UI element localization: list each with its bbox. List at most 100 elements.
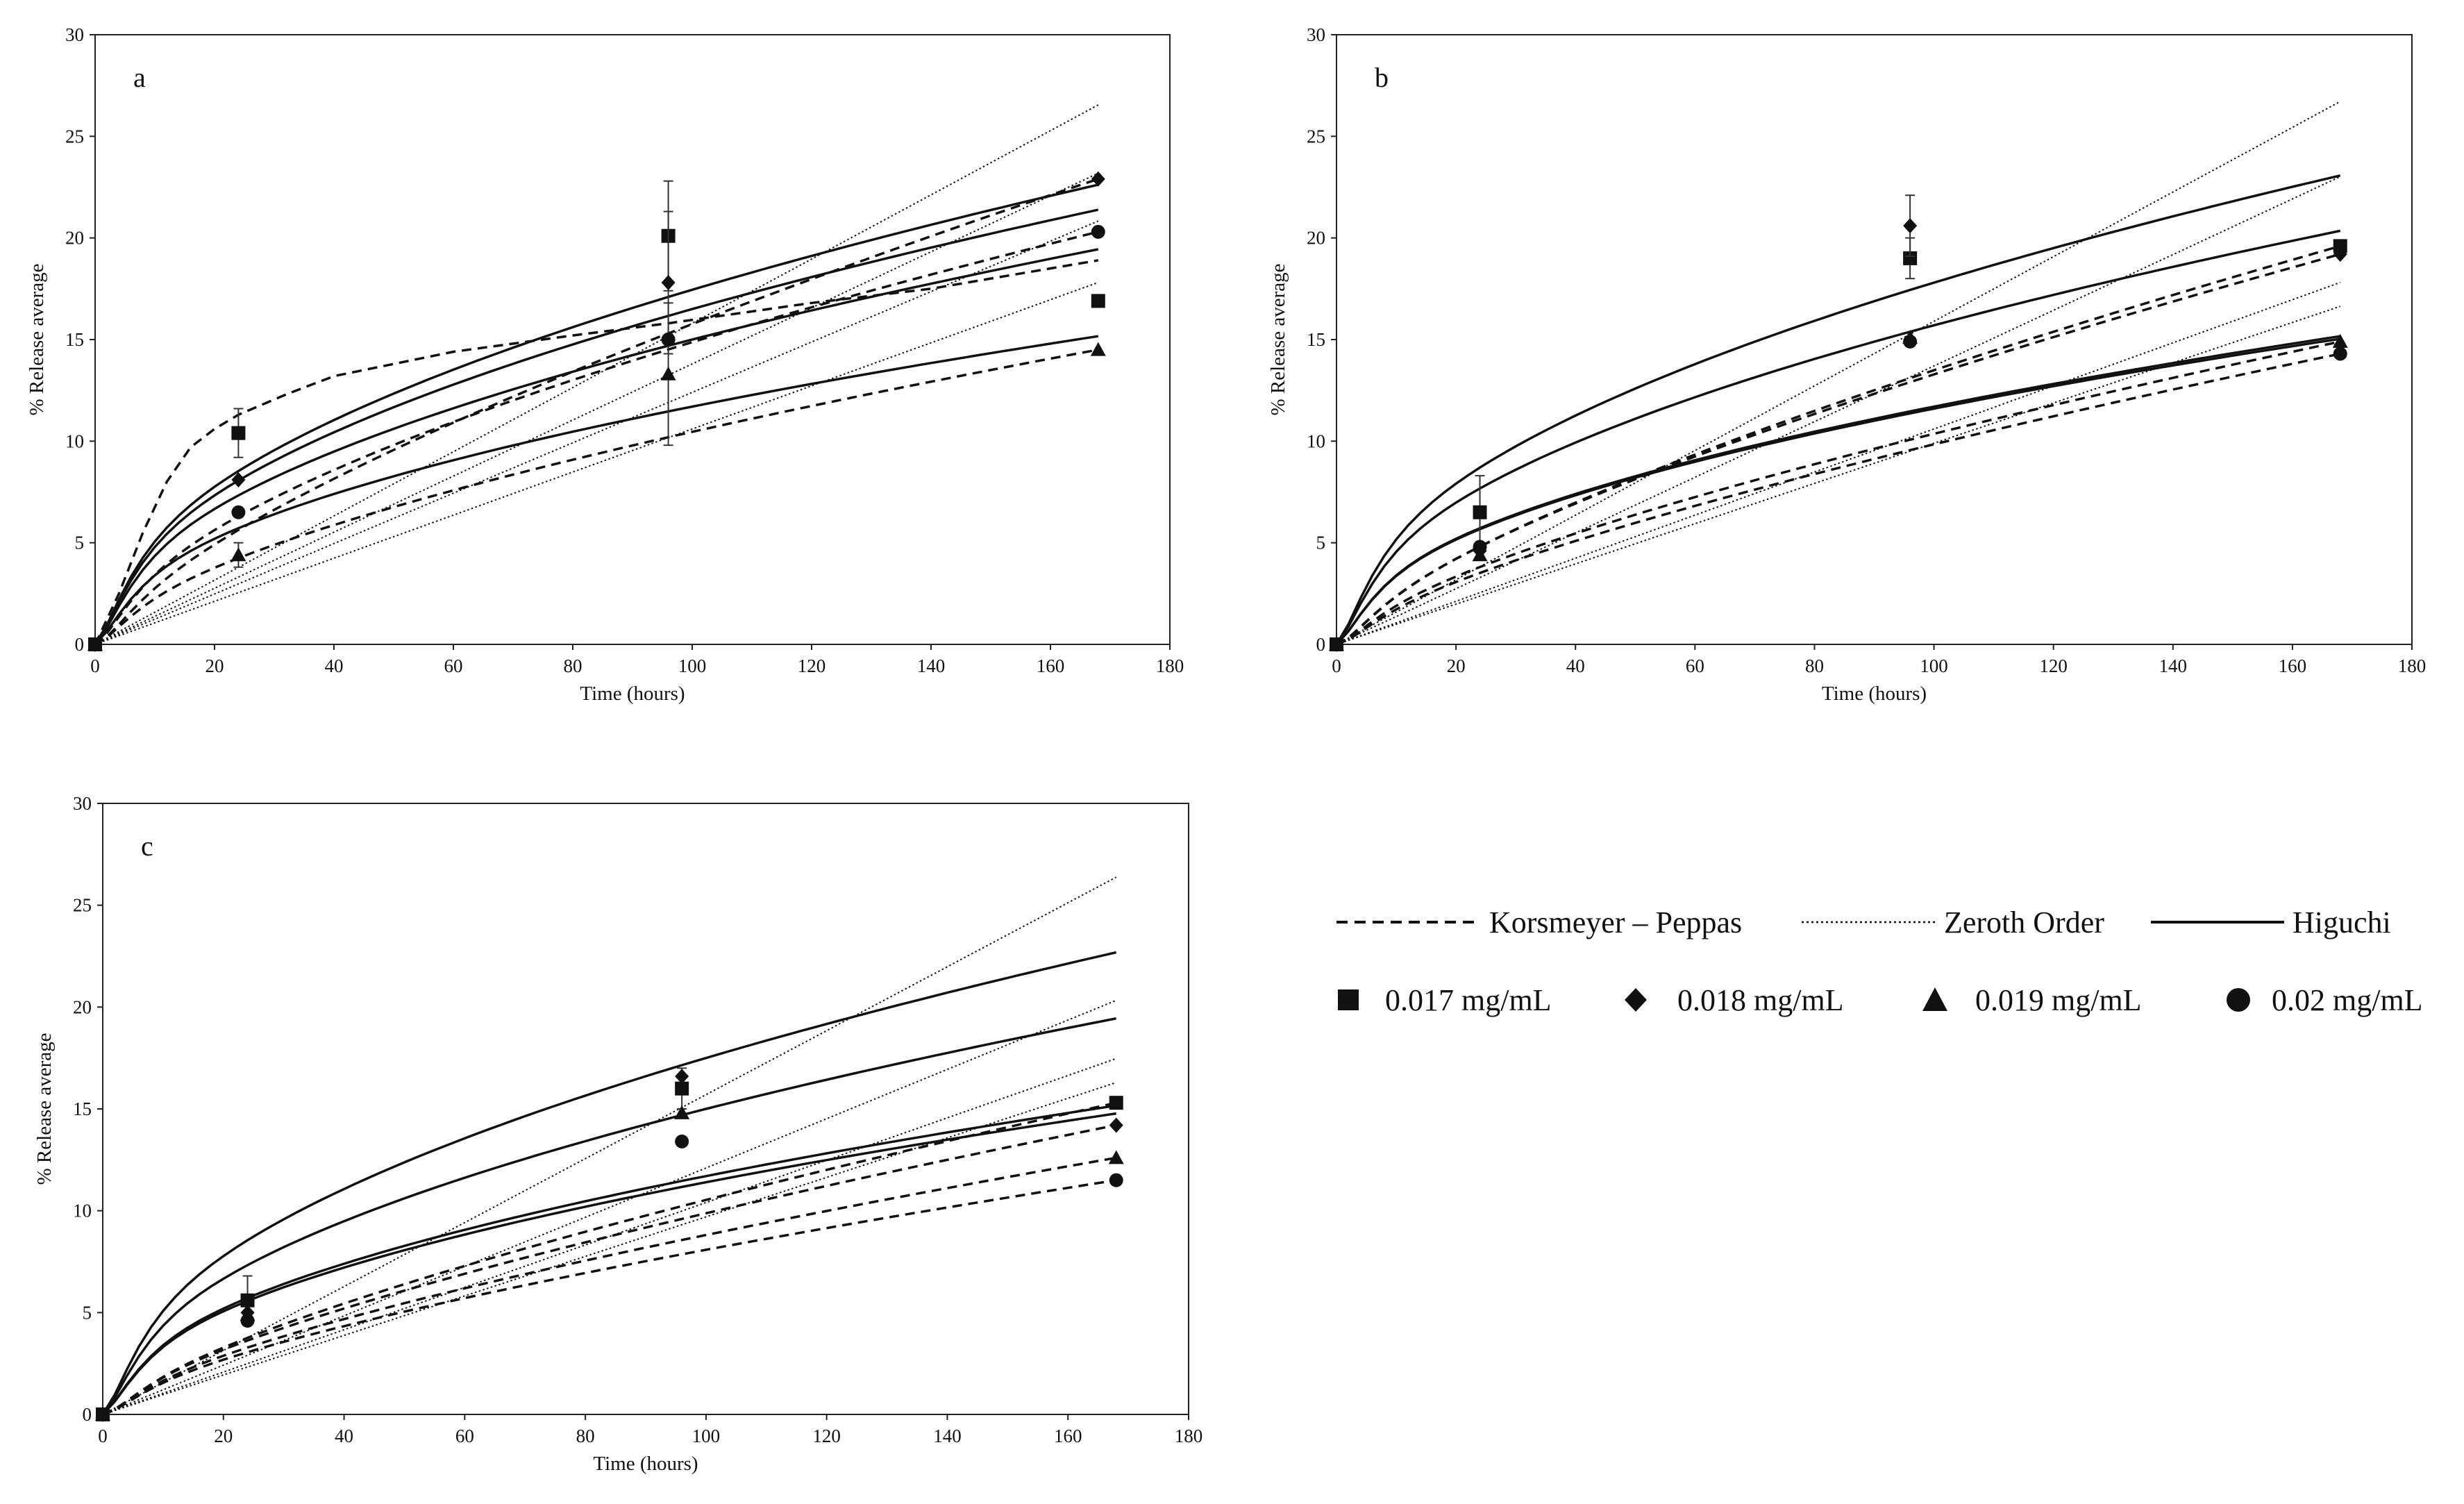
x-tick-label: 20 [1447,655,1466,676]
data-point-circle [661,333,676,346]
panel-letter: b [1375,62,1389,93]
x-tick-label: 120 [798,655,826,676]
data-point-circle [231,505,246,519]
korsmeyer-peppas-fit-2 [102,1156,1116,1416]
data-point-square [1903,251,1918,265]
data-point-circle [1330,637,1343,651]
zero-order-fit-1 [94,172,1099,645]
zero-order-fit-2 [94,281,1099,645]
legend-label-0-018: 0.018 mg/mL [1677,983,1844,1017]
data-point-diamond [661,275,676,291]
x-tick-label: 140 [917,655,946,676]
x-tick-label: 120 [812,1426,841,1446]
legend-label-0-017: 0.017 mg/mL [1385,983,1552,1017]
y-axis-title: % Release average [33,1033,56,1185]
data-point-circle [1473,540,1487,554]
x-tick-label: 180 [1175,1426,1203,1446]
data-point-circle [1109,1173,1123,1187]
data-point-diamond [231,471,246,487]
x-tick-label: 80 [564,655,583,676]
zero-order-fit-3 [102,1082,1117,1415]
x-tick-label: 0 [1332,655,1341,676]
data-point-triangle [660,366,676,381]
chart-panel-a: 0 20 40 60 80 100 120 140 160 180 0 5 10 15 20 25 30 Time… [26,24,1184,705]
y-tick-label: 30 [73,793,92,814]
data-point-circle [2333,346,2347,361]
korsmeyer-peppas-fit-0 [94,259,1099,645]
data-point-circle [88,637,102,651]
y-tick-label: 25 [1307,126,1325,147]
x-tick-label: 100 [692,1426,721,1446]
x-tick-label: 80 [1805,655,1824,676]
x-tick-label: 140 [933,1426,962,1446]
korsmeyer-peppas-fit-3 [102,1178,1116,1416]
korsmeyer-peppas-fit-3 [1336,352,2341,646]
y-tick-label: 20 [65,228,84,249]
data-point-square [240,1293,255,1307]
data-point-square [2333,239,2347,253]
legend-marker-circle [2227,988,2250,1012]
data-point-square [1091,294,1105,308]
plot-frame [1336,34,2413,645]
chart-panels: 0 20 40 60 80 100 120 140 160 180051015202530Time… [26,24,2426,1475]
data-point-diamond [1109,1117,1123,1133]
x-tick-label: 0 [90,655,100,676]
legend-marker-square [1338,989,1359,1010]
zero-order-fit-3 [94,220,1099,645]
higuchi-fit-0 [101,951,1117,1415]
plot-frame [94,34,1171,645]
y-tick-label: 25 [65,126,84,147]
higuchi-fit-3 [94,248,1099,646]
chart-panel-c: 0 20 40 60 80 100 120 140 160 180 0 5 10 15 20 25 30 Time… [33,793,1202,1475]
y-axis-title: % Release average [1267,264,1289,416]
higuchi-fit-1 [1335,229,2341,645]
korsmeyer-peppas-fit-1 [94,178,1099,646]
y-tick-label: 20 [1307,228,1325,249]
x-tick-label: 20 [214,1426,233,1446]
x-tick-label: 60 [455,1426,474,1446]
y-tick-label: 15 [1307,329,1325,350]
x-tick-label: 0 [98,1426,108,1446]
x-tick-label: 140 [2159,655,2188,676]
x-axis-title: Time (hours) [580,683,685,705]
data-point-square [675,1081,689,1096]
higuchi-fit-1 [94,208,1099,645]
x-tick-label: 120 [2039,655,2068,676]
x-tick-label: 100 [1920,655,1948,676]
y-tick-label: 5 [83,1302,92,1323]
x-tick-label: 160 [1037,655,1065,676]
legend-marker-diamond [1625,988,1647,1012]
data-point-triangle [674,1105,690,1119]
x-tick-label: 60 [1686,655,1704,676]
korsmeyer-peppas-fit-2 [1336,340,2341,646]
zero-order-fit-1 [1336,176,2341,645]
zero-order-fit-3 [1336,306,2341,645]
data-point-diamond [2333,247,2347,262]
chart-panel-b: 0 20 40 60 80 100 120 140 160 180 0 5 10 15 20 25 30 Time… [1267,24,2426,705]
korsmeyer-peppas-fit-0 [1336,244,2341,646]
data-point-triangle [1472,547,1488,562]
data-point-triangle [231,547,246,562]
korsmeyer-peppas-fit-1 [102,1123,1117,1416]
y-tick-label: 20 [73,996,92,1017]
x-tick-label: 40 [1566,655,1585,676]
x-tick-label: 160 [2279,655,2307,676]
data-point-diamond [675,1069,689,1085]
x-tick-label: 80 [576,1426,595,1446]
data-point-circle [1091,224,1105,239]
korsmeyer-peppas-fit-0 [102,1101,1117,1416]
data-point-circle [96,1407,110,1421]
data-point-circle [1903,334,1918,349]
y-tick-label: 5 [75,533,85,553]
data-point-circle [675,1134,689,1148]
data-point-square [1473,505,1487,519]
korsmeyer-peppas-fit-2 [94,348,1099,646]
data-point-diamond [1903,218,1918,234]
x-tick-label: 40 [335,1426,353,1446]
legend-label-korsmeyer-peppas: Korsmeyer – Peppas [1489,905,1742,939]
x-tick-label: 40 [325,655,344,676]
data-point-triangle [1090,342,1106,356]
zero-order-fit-0 [1336,101,2341,645]
higuchi-fit-3 [101,1112,1116,1416]
